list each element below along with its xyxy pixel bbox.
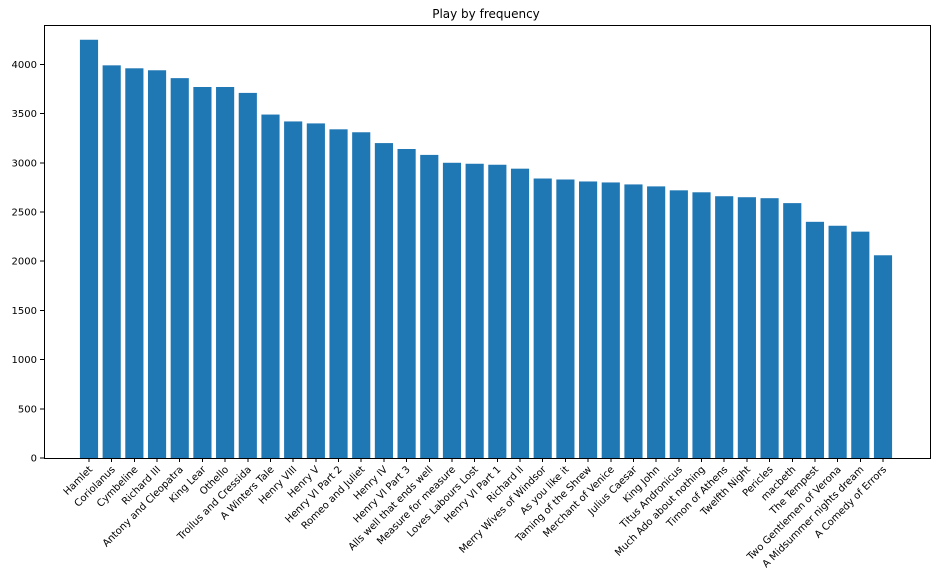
bar-alls-well-that-ends-well [420, 154, 439, 458]
y-tick-label: 4000 [12, 60, 37, 71]
bar-troilus-and-cressida [238, 92, 257, 458]
bar-pericles [760, 198, 779, 458]
y-tick-label: 1500 [12, 306, 37, 317]
bar-julius-caesar [624, 184, 643, 458]
bar-merchant-of-venice [601, 182, 620, 459]
bar-timon-of-athens [715, 196, 734, 458]
y-tick-label: 1000 [12, 355, 37, 366]
bar-measure-for-measure [442, 162, 462, 459]
y-tick-label: 3500 [12, 109, 37, 120]
bar-cymbeline [125, 68, 144, 459]
bar-henry-vi-part-2 [329, 129, 348, 458]
bar-titus-andronicus [669, 190, 688, 458]
bar-othello [216, 86, 235, 458]
bar-king-lear [193, 86, 212, 458]
bar-loves-labours-lost [465, 163, 484, 458]
y-tick-label: 2500 [12, 207, 37, 218]
bar-king-john [647, 186, 666, 458]
y-tick-label: 0 [31, 454, 37, 465]
bar-as-you-like-it [556, 179, 575, 459]
y-axis-ticks: 0 500 1000 1500 2000 2500 3000 3500 4000 [12, 60, 44, 465]
bar-a-winters-tale [261, 114, 280, 458]
bar-richard-ii [510, 168, 530, 458]
bar-two-gentlemen-of-verona [828, 225, 847, 458]
bar-henry-v [306, 123, 325, 458]
bar-hamlet [79, 39, 99, 459]
bar-much-ado-about-nothing [692, 192, 711, 458]
bar-taming-of-the-shrew [579, 181, 598, 458]
bar-merry-wives-of-windsor [533, 178, 552, 458]
bar-antony-and-cleopatra [170, 78, 189, 459]
axes-frame [44, 25, 931, 459]
bar-a-midsummer-nights-dream [851, 231, 870, 458]
y-tick-label: 3000 [12, 158, 37, 169]
bar-henry-viii [284, 121, 303, 458]
y-tick-label: 2000 [12, 257, 37, 268]
bar-henry-iv [374, 143, 393, 458]
bar-the-tempest [805, 221, 825, 458]
bar-twelfth-night [737, 197, 756, 458]
bars-group [79, 39, 893, 459]
bar-richard-iii [147, 70, 167, 458]
bar-coriolanus [102, 65, 121, 459]
bar-henry-vi-part-3 [397, 148, 416, 458]
chart-title: Play by frequency [432, 7, 540, 21]
bar-henry-vi-part-1 [488, 164, 507, 458]
bar-a-comedy-of-errors [873, 255, 893, 458]
bar-romeo-and-juliet [352, 132, 371, 458]
bar-macbeth [783, 203, 802, 458]
y-tick-label: 500 [18, 404, 37, 415]
